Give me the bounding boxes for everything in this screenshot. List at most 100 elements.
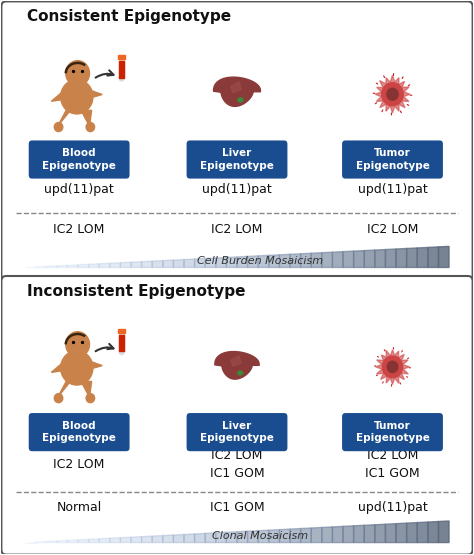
Polygon shape [173,260,184,268]
Polygon shape [57,541,67,543]
FancyBboxPatch shape [1,276,473,554]
Polygon shape [46,541,57,543]
Polygon shape [375,524,385,543]
Circle shape [119,350,124,355]
Polygon shape [227,532,237,543]
Circle shape [383,356,403,378]
Polygon shape [81,381,91,397]
Text: IC2 LOM: IC2 LOM [367,223,418,236]
Text: Blood
Epigenotype: Blood Epigenotype [42,148,116,171]
Polygon shape [110,263,120,268]
FancyBboxPatch shape [1,2,473,280]
Polygon shape [396,523,407,543]
Polygon shape [364,250,375,268]
Text: upd(11)pat: upd(11)pat [202,183,272,196]
Polygon shape [51,92,66,102]
Polygon shape [385,524,396,543]
Text: Normal: Normal [56,501,102,514]
Polygon shape [120,537,131,543]
Ellipse shape [238,371,243,375]
Circle shape [61,351,93,385]
Text: Inconsistent Epigenotype: Inconsistent Epigenotype [27,284,246,299]
Polygon shape [99,263,110,268]
Polygon shape [269,255,279,268]
FancyBboxPatch shape [187,140,287,179]
Polygon shape [258,255,269,268]
Circle shape [61,79,93,114]
Polygon shape [428,522,438,543]
Polygon shape [131,261,142,268]
Polygon shape [231,82,241,93]
Polygon shape [36,266,46,268]
Polygon shape [269,529,279,543]
Polygon shape [58,110,71,126]
Polygon shape [67,540,78,543]
Polygon shape [438,246,449,268]
Polygon shape [142,536,152,543]
Polygon shape [279,254,290,268]
Circle shape [382,83,403,106]
Polygon shape [375,75,410,113]
Text: IC1 GOM: IC1 GOM [210,501,264,514]
Polygon shape [396,249,407,268]
Polygon shape [364,525,375,543]
Polygon shape [119,59,124,78]
Polygon shape [290,528,301,543]
Polygon shape [417,248,428,268]
Polygon shape [428,247,438,268]
Polygon shape [163,260,173,268]
Text: upd(11)pat: upd(11)pat [44,183,114,196]
Polygon shape [301,528,311,543]
Text: Blood
Epigenotype: Blood Epigenotype [42,421,116,443]
Polygon shape [163,535,173,543]
Polygon shape [86,90,102,99]
Circle shape [387,88,398,100]
Polygon shape [205,533,216,543]
Polygon shape [119,62,124,78]
Polygon shape [332,526,343,543]
Polygon shape [375,250,385,268]
Polygon shape [78,264,89,268]
Polygon shape [417,522,428,543]
Polygon shape [279,529,290,543]
Polygon shape [173,534,184,543]
Polygon shape [343,251,354,268]
Polygon shape [227,257,237,268]
Circle shape [55,393,63,403]
Polygon shape [119,335,124,351]
Polygon shape [354,251,364,268]
Polygon shape [184,534,195,543]
Text: Consistent Epigenotype: Consistent Epigenotype [27,9,231,24]
Polygon shape [343,526,354,543]
Polygon shape [78,539,89,543]
Polygon shape [99,538,110,543]
Text: IC2 LOM: IC2 LOM [54,223,105,236]
Text: Liver
Epigenotype: Liver Epigenotype [200,148,274,171]
Polygon shape [322,527,332,543]
Polygon shape [258,530,269,543]
Polygon shape [81,110,91,126]
Polygon shape [237,256,247,268]
Polygon shape [205,258,216,268]
Circle shape [55,123,63,132]
Polygon shape [195,533,205,543]
Polygon shape [311,253,322,268]
Circle shape [119,76,124,81]
Polygon shape [354,525,364,543]
FancyBboxPatch shape [29,413,129,451]
Polygon shape [214,77,260,107]
Polygon shape [120,262,131,268]
FancyBboxPatch shape [342,140,443,179]
Polygon shape [67,265,78,268]
Polygon shape [438,521,449,543]
Polygon shape [89,264,99,268]
Polygon shape [131,537,142,543]
Polygon shape [86,361,102,370]
Text: IC2 LOM
IC1 GOM: IC2 LOM IC1 GOM [365,449,420,480]
Polygon shape [152,536,163,543]
Polygon shape [231,356,241,366]
Polygon shape [407,248,417,268]
Polygon shape [385,249,396,268]
Text: IC2 LOM: IC2 LOM [54,458,105,471]
Circle shape [86,393,95,403]
